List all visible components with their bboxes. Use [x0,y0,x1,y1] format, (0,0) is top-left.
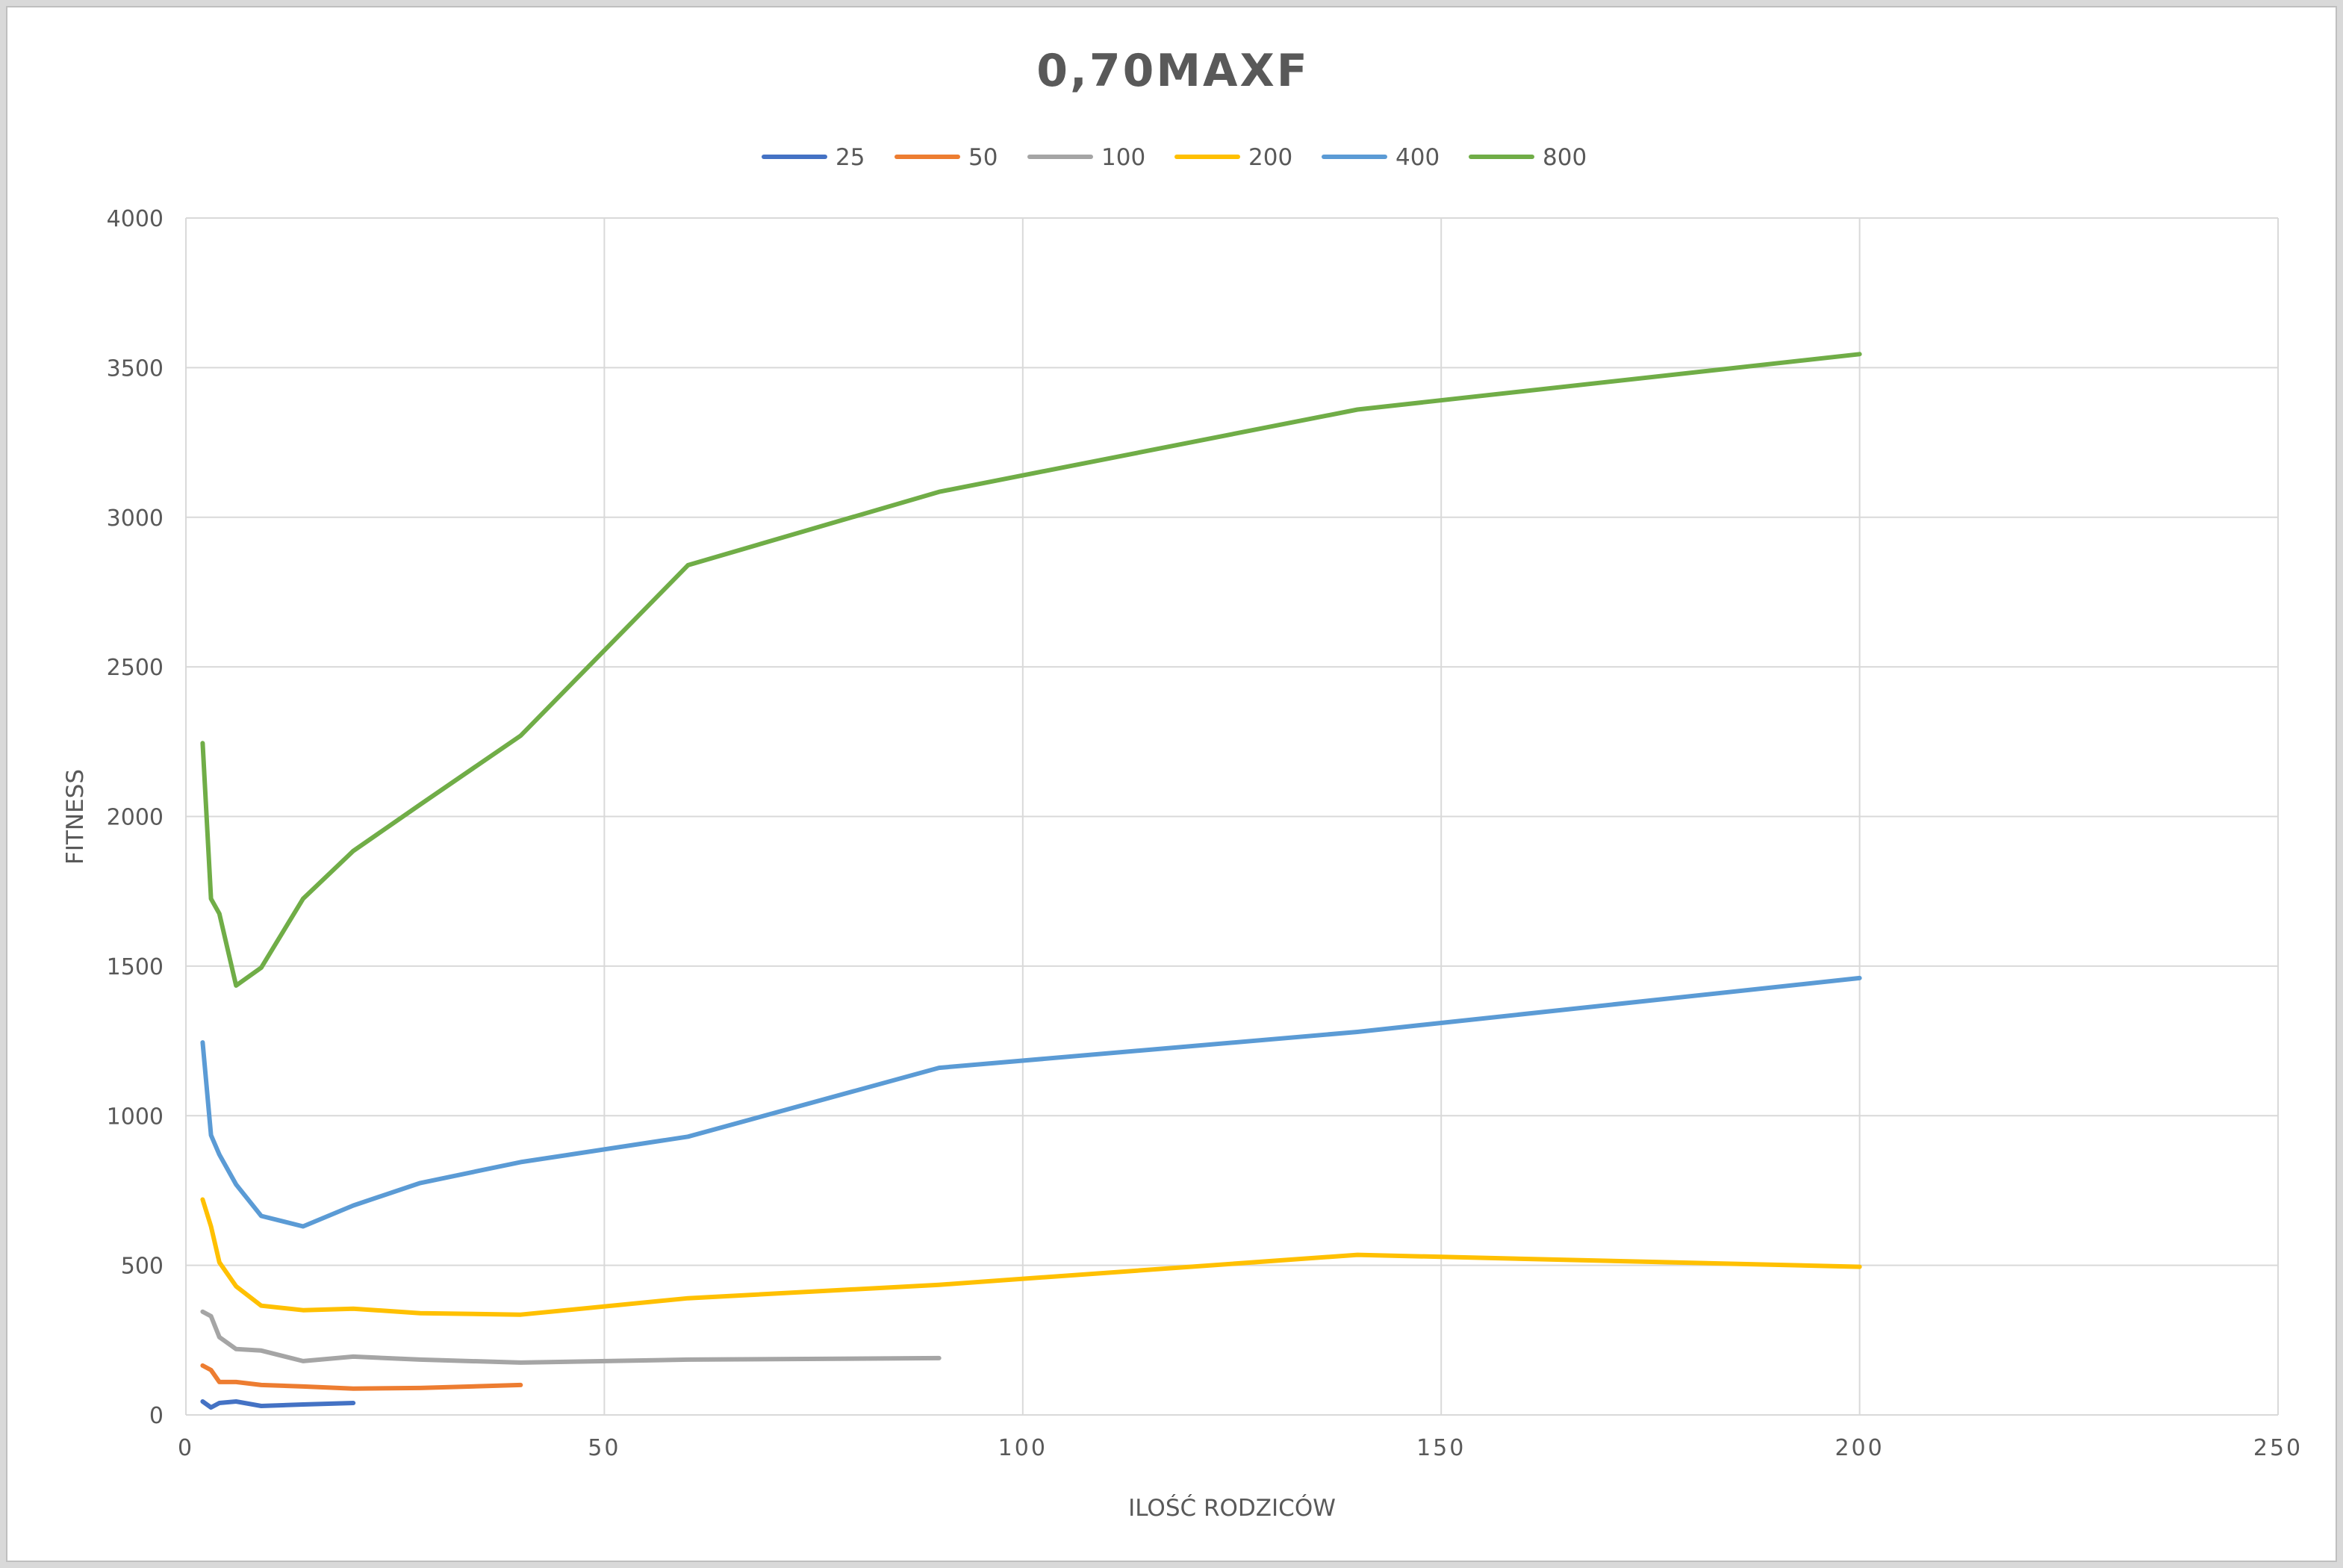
legend-item-400: 400 [1322,144,1440,171]
y-tick-label: 0 [149,1403,164,1429]
line-chart: 0,70MAXF 25 50 100 200 400 800 05001000150020… [62,45,2303,1522]
x-tick-label: 200 [1835,1435,1884,1461]
series-line-400 [200,975,1862,1229]
y-tick-label: 500 [121,1254,164,1280]
legend-item-50: 50 [894,144,998,171]
y-axis-ticks: 0 500 1000 1500 2000 2500 3000 3500 4000 [107,206,164,1429]
y-tick-label: 1500 [107,954,164,980]
x-axis-title: ILOŚĆ RODZICÓW [1128,1494,1336,1522]
x-axis-ticks: 0 50 100 150 200 250 [178,1435,2303,1461]
legend-item-800: 800 [1469,144,1587,171]
x-tick-label: 50 [588,1435,620,1461]
legend-label: 400 [1395,144,1440,171]
series-line-800 [200,352,1862,988]
x-tick-label: 0 [178,1435,194,1461]
series-line-25 [200,1399,356,1410]
chart-frame: 0,70MAXF 25 50 100 200 400 800 0 500 1000 1500 20… [6,6,2337,1562]
legend: 25 50 100 200 400 800 [762,144,1587,171]
series-line-50 [200,1363,523,1391]
chart-title: 0,70MAXF [1036,45,1309,97]
series-line-200 [200,1197,1862,1317]
y-axis-title: FITNESS [62,769,89,865]
legend-item-200: 200 [1174,144,1292,171]
x-tick-label: 150 [1416,1435,1466,1461]
legend-label: 200 [1248,144,1292,171]
gridlines [185,217,2279,1416]
y-tick-label: 3000 [107,505,164,532]
x-tick-label: 100 [998,1435,1048,1461]
series-lines [200,352,1862,1410]
legend-item-25: 25 [762,144,865,171]
legend-label: 50 [968,144,998,171]
y-tick-label: 4000 [107,206,164,232]
y-tick-label: 1000 [107,1104,164,1130]
legend-label: 800 [1543,144,1587,171]
series-line-100 [200,1309,942,1365]
legend-item-100: 100 [1027,144,1145,171]
y-tick-label: 2000 [107,805,164,831]
y-tick-label: 2500 [107,655,164,681]
legend-label: 100 [1101,144,1145,171]
y-tick-label: 3500 [107,355,164,382]
x-tick-label: 250 [2253,1435,2303,1461]
legend-label: 25 [836,144,865,171]
